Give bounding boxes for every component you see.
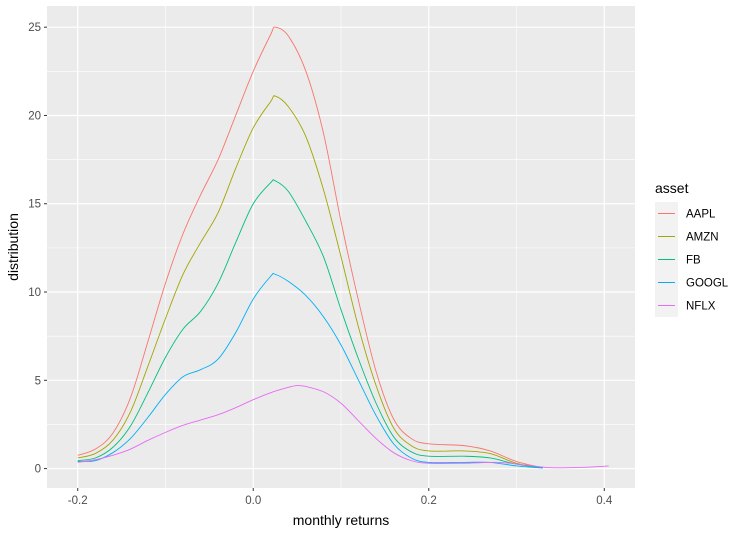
legend-label-amzn: AMZN <box>686 232 719 244</box>
legend-label-nflx: NFLX <box>686 301 716 313</box>
y-tick-label: 5 <box>35 375 41 387</box>
y-axis-title: distribution <box>5 213 21 281</box>
x-axis: -0.2 0.0 0.2 0.4 <box>68 488 613 507</box>
minor-grid <box>47 6 635 488</box>
legend-title: asset <box>655 180 689 196</box>
y-tick-label: 0 <box>35 464 41 476</box>
series-line-nflx <box>77 385 609 469</box>
y-axis: 0 5 10 15 20 25 <box>28 22 47 476</box>
x-tick-label: 0.4 <box>596 495 613 507</box>
y-tick-label: 25 <box>28 22 41 34</box>
x-tick-label: 0.2 <box>421 495 437 507</box>
x-tick-label: 0.0 <box>245 495 261 507</box>
y-tick-label: 10 <box>28 287 41 299</box>
legend-label-googl: GOOGL <box>686 278 729 290</box>
major-grid <box>47 6 635 488</box>
series-line-googl <box>77 272 543 469</box>
y-tick-label: 20 <box>28 110 41 122</box>
x-tick-label: -0.2 <box>68 495 88 507</box>
legend-label-aapl: AAPL <box>686 209 716 221</box>
series-lines <box>77 26 609 469</box>
legend: asset AAPL AMZN FB GOOGL NFLX <box>655 180 729 317</box>
y-tick-label: 15 <box>28 199 41 211</box>
series-line-aapl <box>77 26 543 469</box>
legend-label-fb: FB <box>686 255 701 267</box>
series-line-amzn <box>77 95 543 469</box>
x-axis-title: monthly returns <box>293 512 389 528</box>
series-line-fb <box>77 179 543 469</box>
